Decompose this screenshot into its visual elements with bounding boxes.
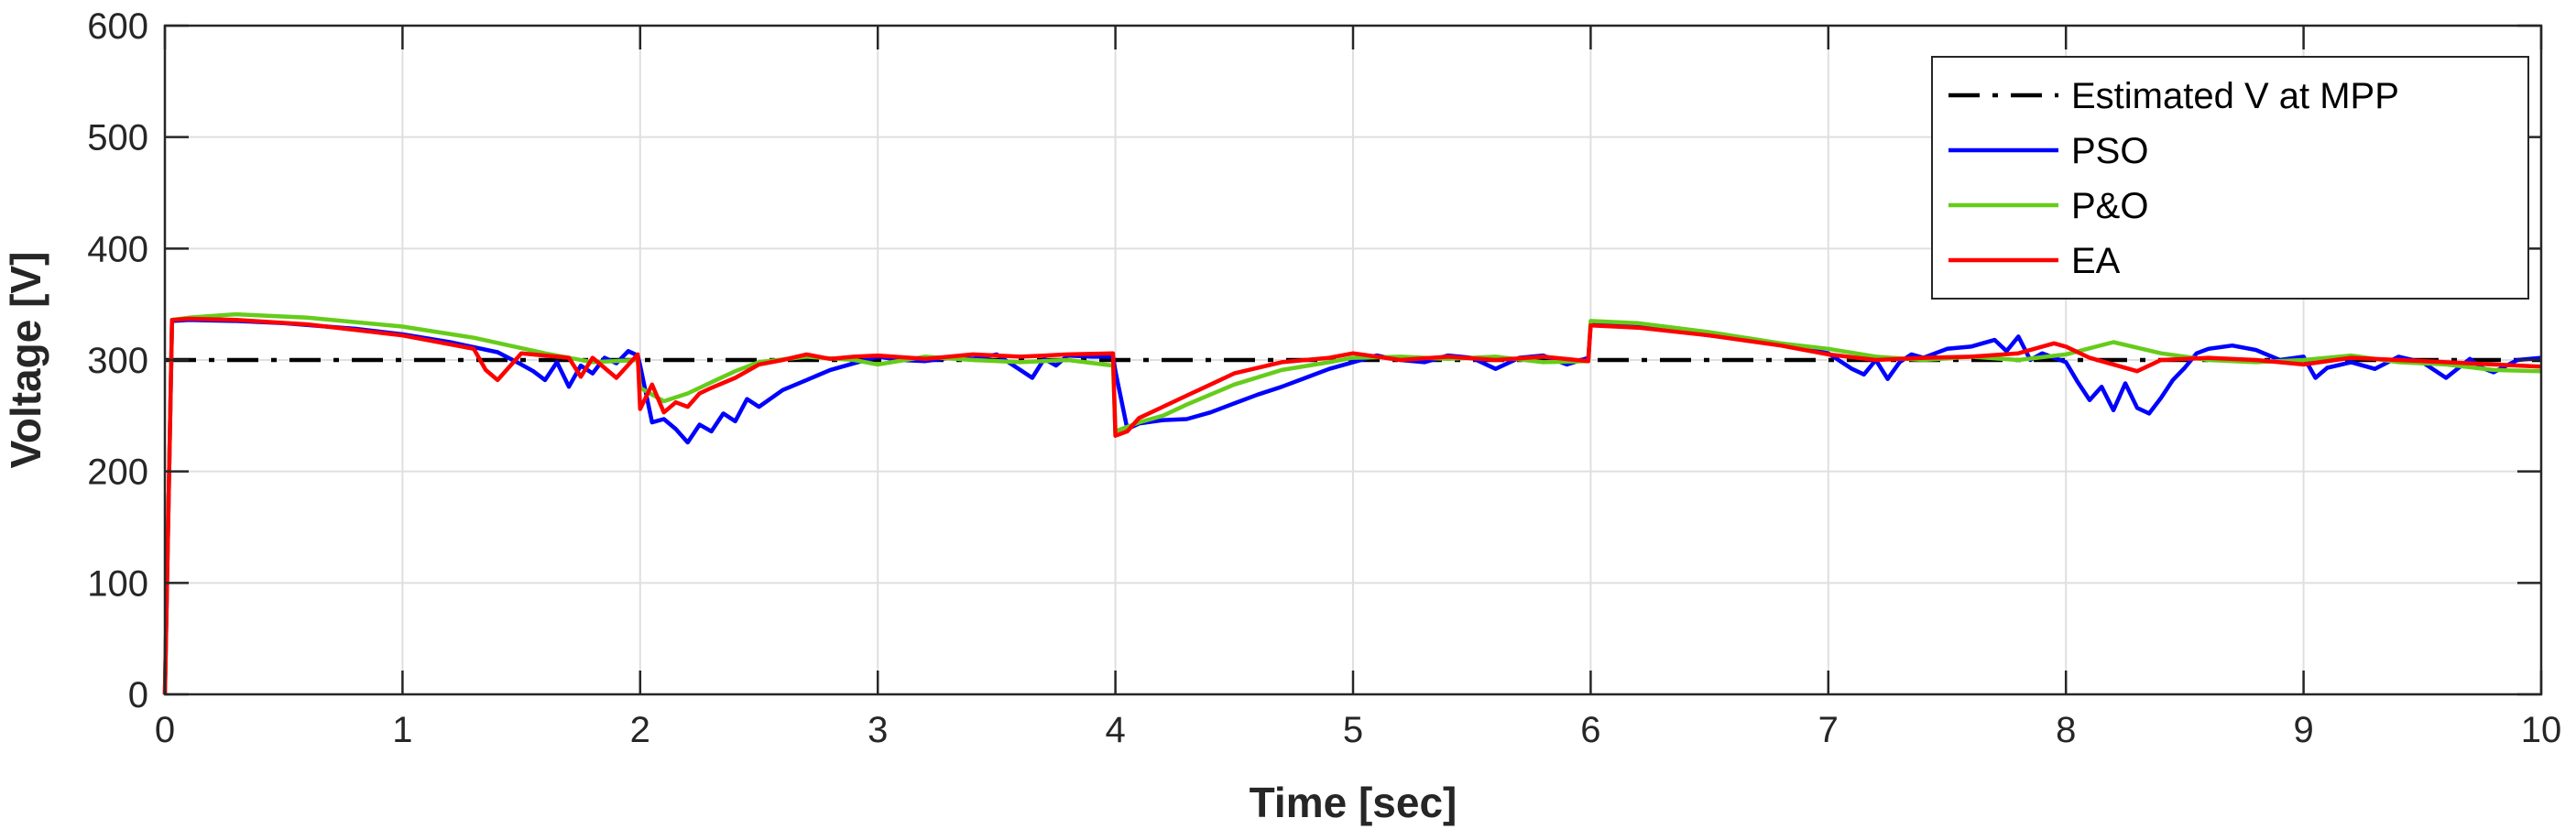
y-tick-label: 100 — [87, 563, 148, 604]
x-tick-label: 3 — [868, 710, 888, 750]
y-tick-label: 200 — [87, 453, 148, 493]
x-tick-label: 8 — [2056, 710, 2076, 750]
y-axis-label: Voltage [V] — [2, 252, 49, 469]
legend-label-2: P&O — [2071, 186, 2148, 226]
x-tick-label: 7 — [1818, 710, 1839, 750]
x-tick-label: 0 — [155, 710, 175, 750]
x-tick-label: 6 — [1580, 710, 1600, 750]
y-tick-label: 400 — [87, 229, 148, 269]
series-line-3 — [162, 316, 2542, 695]
y-tick-label: 0 — [128, 675, 148, 715]
legend: Estimated V at MPP PSO P&O EA — [1931, 56, 2529, 300]
x-tick-label: 2 — [630, 710, 650, 750]
x-axis-label: Time [sec] — [1250, 779, 1457, 826]
legend-label-3: EA — [2071, 241, 2121, 281]
x-tick-label: 9 — [2293, 710, 2313, 750]
x-tick-label: 10 — [2521, 710, 2562, 750]
series-lines — [162, 311, 2542, 695]
y-tick-label: 600 — [87, 6, 148, 47]
x-tick-label: 5 — [1343, 710, 1363, 750]
x-tick-label: 4 — [1105, 710, 1125, 750]
legend-label-1: PSO — [2071, 131, 2148, 171]
legend-label-0: Estimated V at MPP — [2071, 76, 2399, 116]
y-tick-label: 300 — [87, 341, 148, 381]
x-tick-label: 1 — [392, 710, 412, 750]
y-tick-label: 500 — [87, 118, 148, 158]
